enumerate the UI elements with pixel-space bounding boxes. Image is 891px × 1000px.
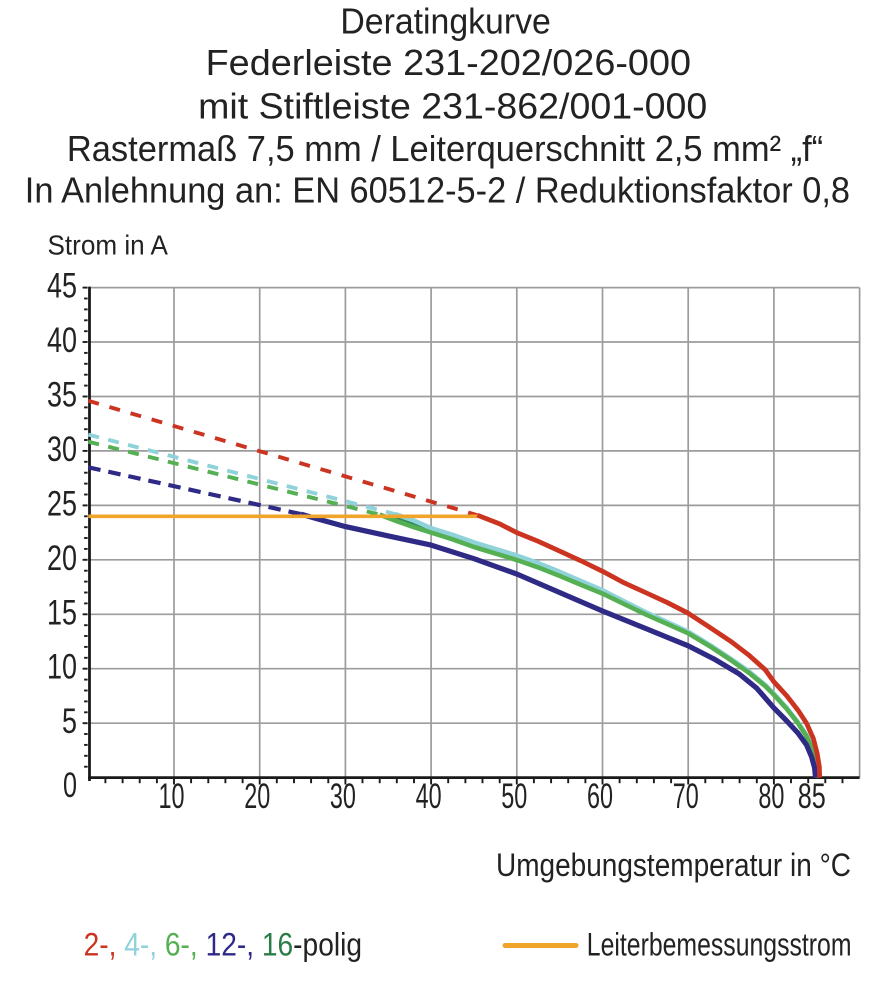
svg-text:50: 50 xyxy=(501,777,527,816)
svg-text:2-, 4-, 6-, 12-, 16-polig: 2-, 4-, 6-, 12-, 16-polig xyxy=(84,927,362,963)
svg-text:In Anlehnung an: EN 60512-5-2: In Anlehnung an: EN 60512-5-2 / Reduktio… xyxy=(25,170,850,211)
svg-text:20: 20 xyxy=(244,777,270,816)
svg-text:5: 5 xyxy=(62,702,77,741)
svg-text:Leiterbemessungsstrom: Leiterbemessungsstrom xyxy=(587,927,852,963)
svg-text:85: 85 xyxy=(798,777,826,816)
svg-text:25: 25 xyxy=(47,484,77,523)
svg-text:30: 30 xyxy=(330,777,356,816)
svg-text:Strom in A: Strom in A xyxy=(48,230,169,261)
svg-text:15: 15 xyxy=(47,593,77,632)
svg-text:35: 35 xyxy=(47,376,77,415)
svg-text:40: 40 xyxy=(47,321,77,360)
svg-text:Federleiste 231-202/026-000: Federleiste 231-202/026-000 xyxy=(206,42,691,83)
svg-text:10: 10 xyxy=(47,648,77,687)
svg-text:0: 0 xyxy=(63,766,77,805)
svg-text:Umgebungstemperatur in °C: Umgebungstemperatur in °C xyxy=(496,847,851,883)
svg-text:mit Stiftleiste 231-862/001-00: mit Stiftleiste 231-862/001-000 xyxy=(198,85,707,126)
svg-text:45: 45 xyxy=(47,267,77,306)
svg-text:20: 20 xyxy=(47,539,77,578)
svg-text:Deratingkurve: Deratingkurve xyxy=(340,1,550,42)
svg-text:40: 40 xyxy=(416,777,442,816)
svg-text:10: 10 xyxy=(159,777,185,816)
svg-text:Rastermaß 7,5 mm / Leiterquers: Rastermaß 7,5 mm / Leiterquerschnitt 2,5… xyxy=(67,128,823,169)
svg-text:70: 70 xyxy=(673,777,699,816)
svg-text:30: 30 xyxy=(47,430,77,469)
svg-text:80: 80 xyxy=(758,777,784,816)
svg-text:60: 60 xyxy=(587,777,613,816)
